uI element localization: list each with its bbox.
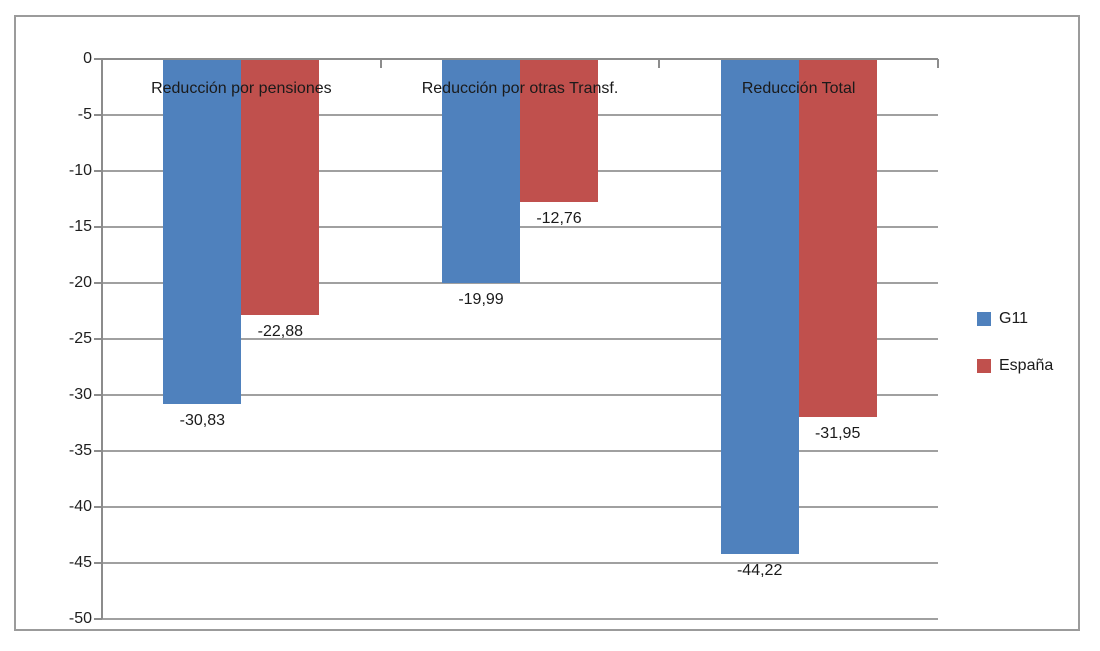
data-label: -19,99 (458, 290, 504, 308)
y-axis-tick (94, 226, 102, 228)
category-label: Reducción Total (741, 80, 856, 97)
y-axis-tick (94, 394, 102, 396)
plot-area: -30,83 -19,99 -44,22 -22,88 -12,76 -31,95 Redu… (101, 58, 939, 620)
data-label: -44,22 (736, 562, 783, 580)
gridline (102, 282, 938, 284)
data-label: -22,88 (257, 323, 304, 341)
legend-swatch-icon (977, 359, 991, 373)
bar-españa-0 (241, 59, 320, 316)
category-boundary-tick (658, 59, 661, 68)
y-axis-tick-label: -20 (68, 274, 92, 291)
y-axis-tick-label: -5 (77, 106, 92, 123)
legend-item-españa: España (977, 356, 1053, 376)
y-axis-tick-label: -35 (68, 442, 92, 459)
y-axis-tick (94, 562, 102, 564)
gridline (102, 506, 938, 508)
legend-swatch-icon (977, 312, 991, 326)
y-axis-tick (94, 58, 102, 60)
gridline (102, 394, 938, 396)
gridline (102, 338, 938, 340)
y-axis-tick (94, 282, 102, 284)
y-axis-tick-label: -50 (68, 610, 92, 627)
bar-g11-0 (163, 59, 242, 405)
gridline (102, 562, 938, 564)
y-axis-tick-label: -45 (68, 554, 92, 571)
gridline (102, 618, 938, 620)
y-axis-tick (94, 114, 102, 116)
y-axis-tick (94, 338, 102, 340)
y-axis-tick (94, 506, 102, 508)
data-label: -30,83 (179, 412, 226, 430)
bar-g11-2 (720, 59, 799, 555)
data-label: -31,95 (814, 424, 861, 442)
y-axis-tick-label: -30 (68, 386, 92, 403)
y-axis-tick-label: -25 (68, 330, 92, 347)
bar-g11-1 (442, 59, 520, 283)
x-axis-line (102, 58, 938, 60)
category-label: Reducción por pensiones (151, 80, 332, 97)
category-boundary-tick (937, 59, 939, 68)
y-axis-tick (94, 170, 102, 172)
y-axis-tick (94, 618, 102, 620)
category-boundary-tick (379, 59, 382, 68)
legend-label: España (999, 357, 1054, 374)
y-axis-tick-label: -40 (68, 498, 92, 515)
y-axis-line (101, 59, 103, 619)
gridline (102, 226, 938, 228)
legend-label: G11 (999, 310, 1029, 327)
y-axis-tick-label: -10 (68, 162, 92, 179)
y-axis-tick (94, 450, 102, 452)
y-axis-tick-label: 0 (83, 50, 92, 67)
data-label: -12,76 (536, 209, 582, 227)
legend: G11 España (977, 309, 1053, 403)
category-label: Reducción por otras Transf. (421, 80, 619, 97)
chart-frame: -30,83 -19,99 -44,22 -22,88 -12,76 -31,95 Redu… (14, 15, 1080, 631)
bar-españa-2 (798, 59, 877, 417)
gridline (102, 450, 938, 452)
bar-españa-1 (520, 59, 598, 202)
y-axis-tick-label: -15 (68, 218, 92, 235)
legend-item-g11: G11 (977, 309, 1053, 329)
